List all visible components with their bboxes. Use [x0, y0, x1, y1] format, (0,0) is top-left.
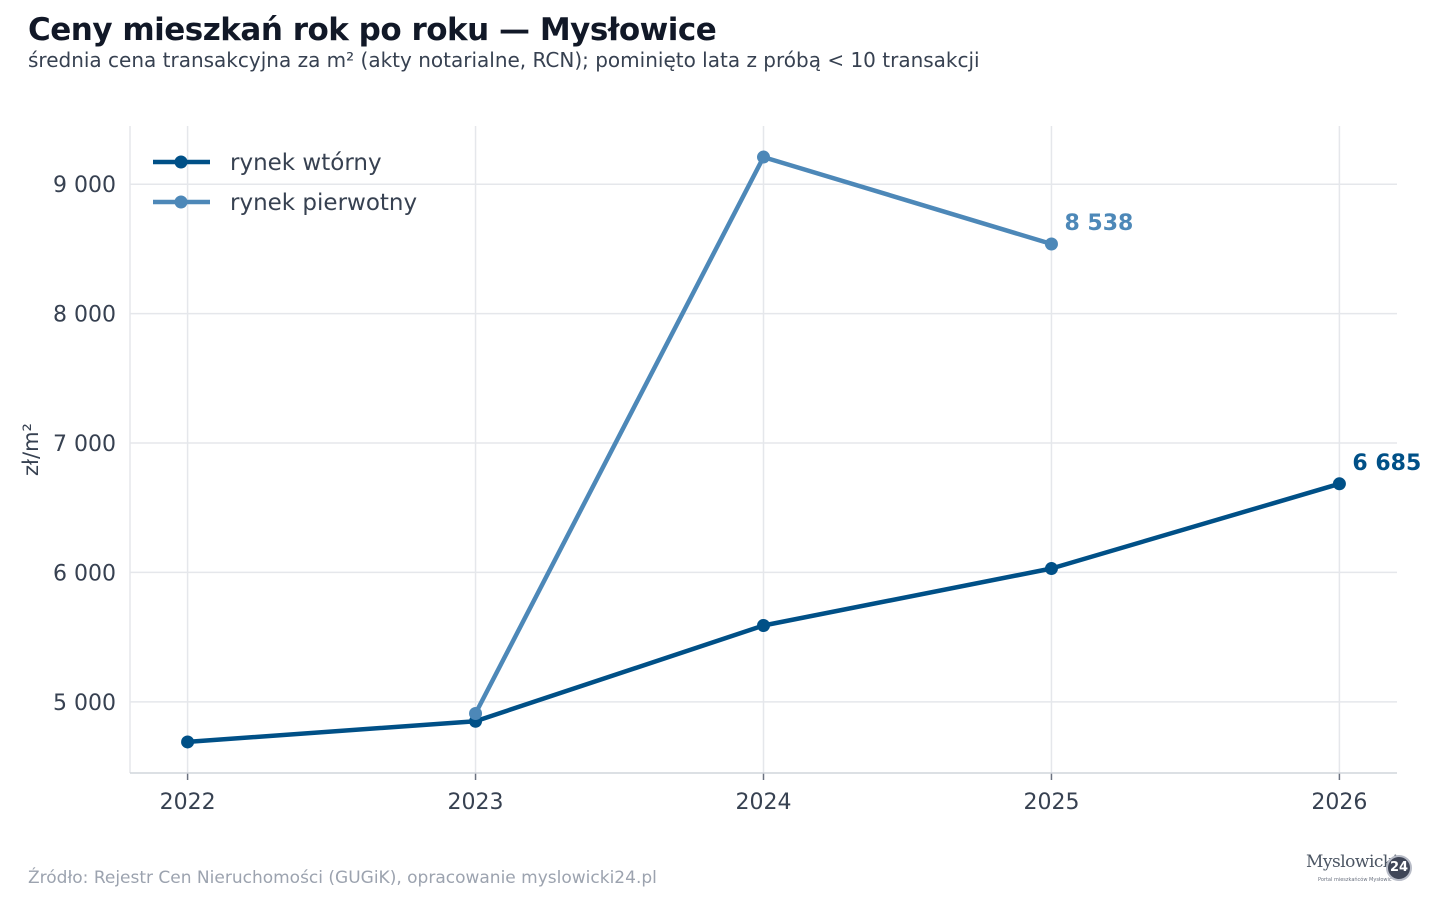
chart-subtitle: średnia cena transakcyjna za m² (akty no… — [28, 48, 980, 72]
legend-label: rynek pierwotny — [230, 190, 417, 216]
logo-badge: 24 — [1386, 855, 1412, 881]
y-tick-label: 5 000 — [53, 691, 116, 716]
data-point — [1332, 477, 1346, 491]
end-value-label: 6 685 — [1352, 451, 1421, 476]
x-tick-label: 2025 — [1023, 790, 1079, 815]
y-tick-label: 9 000 — [53, 173, 116, 198]
legend-label: rynek wtórny — [230, 150, 382, 176]
data-point — [181, 735, 195, 749]
axes: 5 000 6 000 7 000 8 000 9 000 2022 2023 2024 202… — [19, 126, 1397, 815]
legend: rynek wtórny rynek pierwotny — [153, 150, 417, 216]
x-tick-label: 2023 — [448, 790, 504, 815]
y-tick-label: 7 000 — [53, 432, 116, 457]
legend-swatch-marker — [174, 155, 188, 169]
y-tick-label: 8 000 — [53, 303, 116, 328]
logo-tagline: Portal mieszkańców Mysłowic — [1318, 877, 1392, 883]
series: 6 685 8 538 — [181, 150, 1421, 749]
x-tick-label: 2022 — [160, 790, 216, 815]
data-point — [1044, 237, 1058, 251]
legend-swatch-marker — [174, 195, 188, 209]
data-point — [757, 618, 770, 632]
grid — [130, 126, 1397, 773]
data-point — [1044, 562, 1058, 576]
myslowicki24-logo: Myslowicki 24 Portal mieszkańców Mysłowi… — [1306, 850, 1412, 890]
x-tick-label: 2024 — [736, 790, 792, 815]
data-point — [469, 706, 483, 720]
y-tick-label: 6 000 — [53, 561, 116, 586]
x-tick-label: 2026 — [1311, 790, 1367, 815]
data-point — [757, 150, 770, 164]
end-value-label: 8 538 — [1064, 211, 1133, 236]
y-axis-label: zł/m² — [19, 423, 43, 476]
logo-text: Myslowicki — [1306, 852, 1398, 872]
chart-title: Ceny mieszkań rok po roku — Mysłowice — [28, 12, 717, 48]
source-note: Źródło: Rejestr Cen Nieruchomości (GUGiK… — [28, 868, 657, 888]
